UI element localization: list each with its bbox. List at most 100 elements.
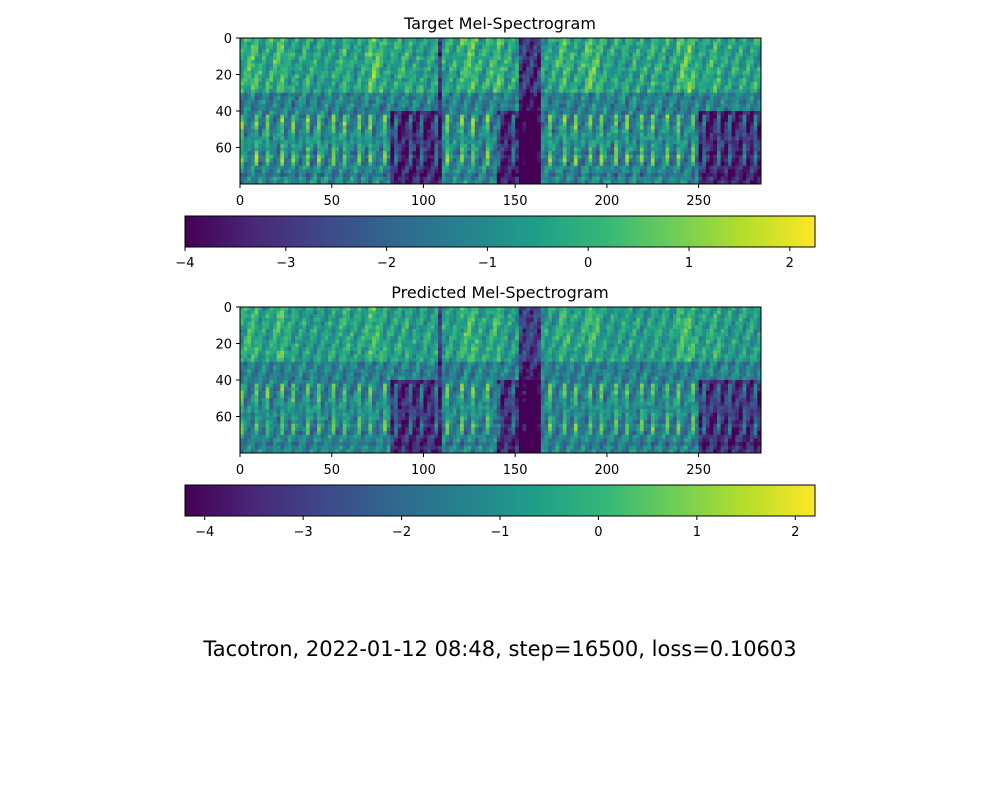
heatmap-cell: [496, 140, 501, 145]
heatmap-cell: [694, 111, 700, 116]
heatmap-cell: [383, 38, 388, 43]
heatmap-cell: [419, 129, 424, 134]
heatmap-cell: [551, 56, 556, 61]
heatmap-cell: [680, 140, 685, 145]
heatmap-cell: [423, 100, 428, 105]
heatmap-cell: [463, 74, 468, 79]
heatmap-cell: [346, 96, 351, 101]
heatmap-cell: [258, 70, 263, 75]
heatmap-cell: [251, 78, 256, 83]
heatmap-cell: [621, 132, 626, 137]
heatmap-cell: [247, 169, 252, 174]
heatmap-cell: [683, 38, 689, 43]
heatmap-cell: [599, 129, 604, 134]
heatmap-cell: [581, 70, 586, 75]
heatmap-cell: [658, 67, 663, 72]
heatmap-cell: [551, 169, 556, 174]
heatmap-cell: [379, 151, 384, 156]
heatmap-cell: [518, 176, 523, 181]
heatmap-cell: [617, 132, 622, 137]
heatmap-cell: [687, 85, 692, 90]
heatmap-cell: [654, 136, 659, 141]
heatmap-cell: [320, 96, 325, 101]
heatmap-cell: [328, 96, 333, 101]
heatmap-cell: [273, 59, 278, 64]
heatmap-cell: [694, 67, 700, 72]
heatmap-cell: [357, 154, 362, 159]
heatmap-cell: [262, 158, 267, 163]
heatmap-cell: [504, 169, 509, 174]
heatmap-cell: [489, 103, 494, 108]
heatmap-cell: [540, 78, 545, 83]
heatmap-cell: [661, 96, 667, 101]
heatmap-cell: [548, 154, 553, 159]
heatmap-cell: [273, 81, 278, 86]
heatmap-cell: [357, 125, 362, 130]
heatmap-cell: [617, 85, 622, 90]
heatmap-cell: [269, 125, 274, 130]
heatmap-cell: [438, 56, 443, 61]
heatmap-cell: [379, 38, 384, 43]
heatmap-cell: [592, 129, 597, 134]
heatmap-cell: [555, 70, 560, 75]
heatmap-cell: [339, 78, 344, 83]
heatmap-cell: [562, 176, 567, 181]
heatmap-cell: [265, 92, 270, 97]
heatmap-cell: [280, 103, 285, 108]
heatmap-cell: [540, 67, 545, 72]
heatmap-cell: [335, 147, 340, 152]
heatmap-cell: [416, 63, 421, 68]
heatmap-cell: [467, 48, 472, 53]
heatmap-cell: [427, 143, 432, 148]
heatmap-cell: [302, 154, 307, 159]
heatmap-cell: [427, 165, 432, 170]
heatmap-cell: [287, 114, 292, 119]
heatmap-cell: [364, 162, 369, 167]
heatmap-cell: [441, 81, 446, 86]
heatmap-cell: [658, 180, 663, 185]
heatmap-cell: [606, 74, 611, 79]
heatmap-cell: [658, 78, 663, 83]
heatmap-cell: [291, 81, 296, 86]
heatmap-cell: [665, 52, 670, 57]
heatmap-cell: [614, 136, 619, 141]
heatmap-cell: [632, 136, 637, 141]
heatmap-cell: [342, 176, 347, 181]
heatmap-cell: [254, 143, 259, 148]
heatmap-cell: [423, 107, 428, 112]
heatmap-cell: [364, 89, 369, 94]
heatmap-cell: [251, 147, 256, 152]
heatmap-cell: [555, 74, 560, 79]
heatmap-cell: [276, 78, 281, 83]
heatmap-cell: [658, 41, 663, 46]
heatmap-cell: [654, 59, 659, 64]
heatmap-cell: [273, 114, 278, 119]
heatmap-cell: [566, 67, 571, 72]
heatmap-cell: [350, 100, 355, 105]
heatmap-cell: [485, 140, 490, 145]
heatmap-cell: [430, 132, 435, 137]
heatmap-cell: [394, 59, 399, 64]
heatmap-cell: [566, 74, 571, 79]
heatmap-cell: [482, 63, 487, 68]
heatmap-cell: [262, 173, 267, 178]
heatmap-cell: [661, 52, 667, 57]
heatmap-cell: [694, 85, 700, 90]
heatmap-cell: [265, 103, 270, 108]
heatmap-cell: [606, 125, 611, 130]
heatmap-cell: [408, 111, 413, 116]
heatmap-cell: [610, 165, 615, 170]
heatmap-cell: [372, 173, 377, 178]
heatmap-cell: [643, 70, 648, 75]
heatmap-cell: [401, 100, 406, 105]
heatmap-cell: [493, 111, 498, 116]
heatmap-cell: [566, 89, 571, 94]
heatmap-cell: [544, 176, 549, 181]
heatmap-cell: [438, 63, 443, 68]
heatmap-cell: [375, 165, 380, 170]
heatmap-cell: [405, 136, 410, 141]
heatmap-cell: [474, 38, 479, 43]
heatmap-cell: [291, 132, 296, 137]
heatmap-cell: [482, 67, 487, 72]
heatmap-cell: [577, 52, 582, 57]
